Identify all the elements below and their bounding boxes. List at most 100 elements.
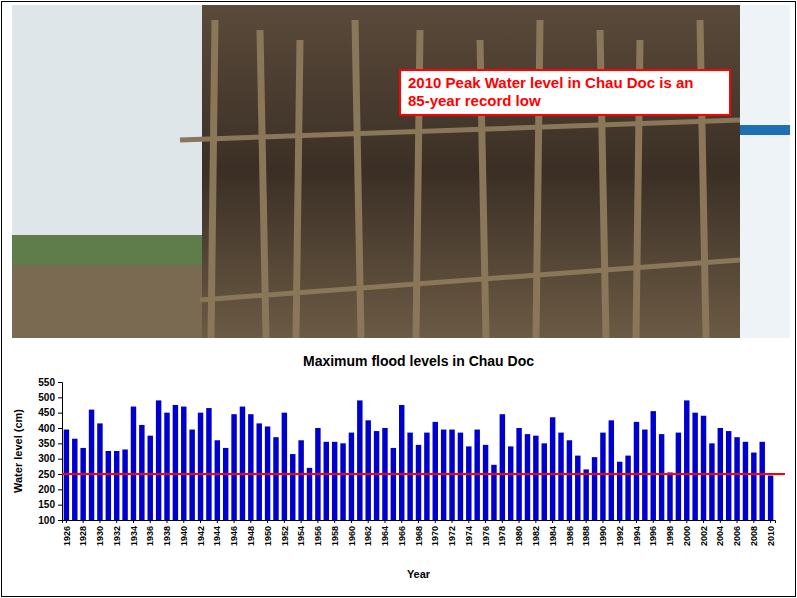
x-axis-title: Year <box>407 568 431 580</box>
photo-stilt <box>700 20 706 338</box>
bar <box>97 423 102 520</box>
y-tick: 250 <box>38 469 62 480</box>
x-tick: 1938 <box>162 520 172 546</box>
tick-mark <box>58 520 62 521</box>
tick-mark <box>686 520 687 523</box>
bar <box>667 472 672 520</box>
bar <box>533 436 538 520</box>
y-tick: 450 <box>38 407 62 418</box>
bar <box>609 420 614 520</box>
tick-label: 400 <box>38 423 55 434</box>
x-tick: 2002 <box>699 520 709 546</box>
bar <box>709 443 714 520</box>
tick-mark <box>619 520 620 523</box>
bar <box>131 407 136 520</box>
x-tick: 1936 <box>145 520 155 546</box>
bar <box>701 416 706 520</box>
tick-label: 1972 <box>447 526 457 546</box>
bar <box>223 448 228 520</box>
tick-label: 1956 <box>313 526 323 546</box>
tick-label: 350 <box>38 438 55 449</box>
x-tick: 1940 <box>179 520 189 546</box>
tick-mark <box>58 428 62 429</box>
tick-mark <box>334 520 335 523</box>
tick-label: 1934 <box>129 526 139 546</box>
x-tick: 1968 <box>414 520 424 546</box>
axis-line <box>58 383 63 521</box>
bar <box>751 453 756 520</box>
bar <box>558 433 563 520</box>
tick-label: 1980 <box>514 526 524 546</box>
bar <box>72 439 77 520</box>
bar <box>734 437 739 520</box>
reference-line <box>62 473 785 475</box>
tick-label: 2006 <box>732 526 742 546</box>
tick-label: 1978 <box>497 526 507 546</box>
tick-mark <box>569 520 570 523</box>
x-tick: 1928 <box>78 520 88 546</box>
bar <box>676 433 681 520</box>
bar <box>592 457 597 520</box>
tick-mark <box>167 520 168 523</box>
tick-label: 2008 <box>749 526 759 546</box>
tick-label: 150 <box>38 499 55 510</box>
bar <box>458 433 463 520</box>
bar <box>114 451 119 520</box>
bar <box>181 407 186 520</box>
tick-label: 300 <box>38 453 55 464</box>
x-tick: 1982 <box>531 520 541 546</box>
x-tick: 1930 <box>95 520 105 546</box>
bar <box>80 448 85 520</box>
tick-mark <box>284 520 285 523</box>
tick-mark <box>301 520 302 523</box>
tick-mark <box>183 520 184 523</box>
photo-stilt <box>536 20 540 338</box>
bar <box>600 433 605 520</box>
bar <box>164 413 169 520</box>
bar <box>525 434 530 520</box>
bar <box>148 436 153 520</box>
x-tick: 2006 <box>732 520 742 546</box>
tick-mark <box>133 520 134 523</box>
x-tick: 1960 <box>347 520 357 546</box>
bar <box>659 434 664 520</box>
y-tick: 500 <box>38 392 62 403</box>
x-tick: 1964 <box>380 520 390 546</box>
tick-mark <box>519 520 520 523</box>
tick-mark <box>66 520 67 523</box>
tick-mark <box>636 520 637 523</box>
bar <box>273 437 278 520</box>
bar <box>634 422 639 520</box>
x-tick: 1942 <box>196 520 206 546</box>
tick-label: 1988 <box>581 526 591 546</box>
bar <box>290 454 295 520</box>
tick-label: 1940 <box>179 526 189 546</box>
tick-label: 1990 <box>598 526 608 546</box>
bar <box>399 405 404 520</box>
tick-label: 1992 <box>615 526 625 546</box>
tick-mark <box>602 520 603 523</box>
bar <box>307 468 312 520</box>
tick-label: 1930 <box>95 526 105 546</box>
bar <box>324 442 329 520</box>
tick-mark <box>58 489 62 490</box>
x-tick: 1986 <box>565 520 575 546</box>
bar <box>198 413 203 520</box>
tick-mark <box>485 520 486 523</box>
photo-side-bar <box>740 125 790 135</box>
tick-mark <box>737 520 738 523</box>
page-frame <box>2 2 796 597</box>
bar <box>684 400 689 520</box>
bar <box>89 410 94 520</box>
bar <box>407 433 412 520</box>
bar <box>256 423 261 520</box>
tick-label: 1936 <box>145 526 155 546</box>
bar <box>173 405 178 520</box>
tick-label: 1942 <box>196 526 206 546</box>
bar <box>567 440 572 520</box>
x-tick: 1984 <box>548 520 558 546</box>
bar <box>583 469 588 520</box>
x-tick: 1926 <box>62 520 72 546</box>
tick-mark <box>58 397 62 398</box>
x-tick: 1974 <box>464 520 474 546</box>
